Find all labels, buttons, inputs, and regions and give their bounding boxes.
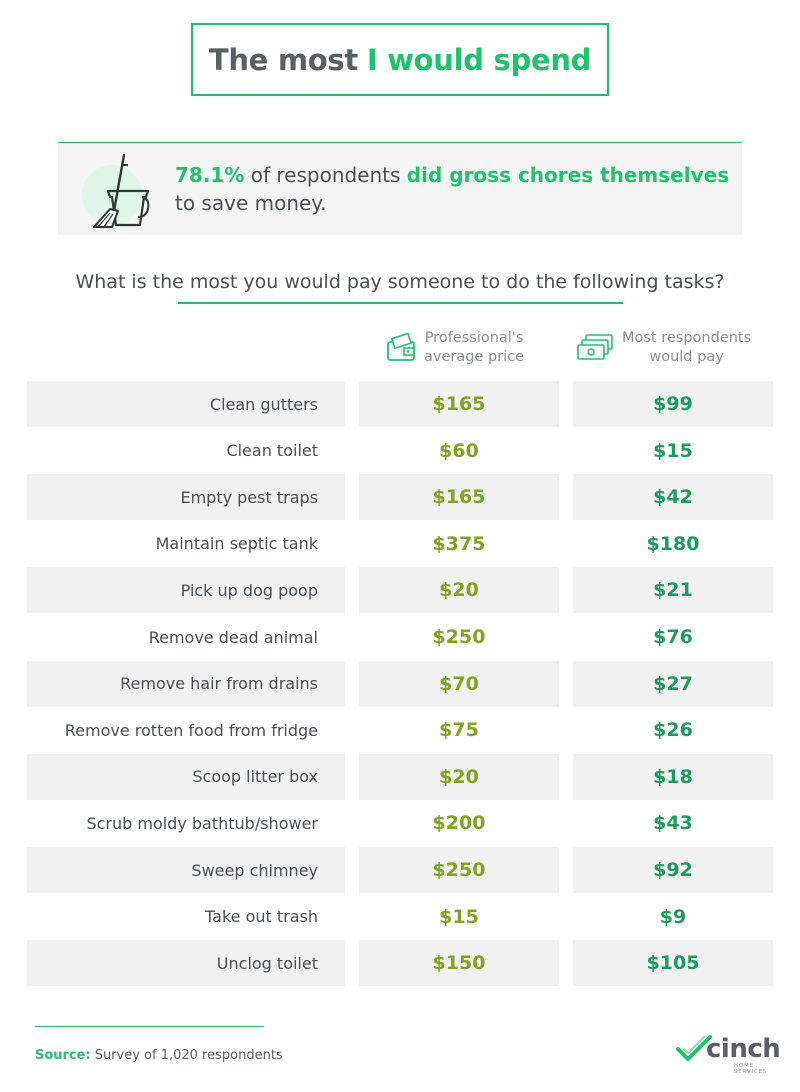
stat-text: 78.1% of respondents did gross chores th…	[175, 161, 735, 217]
professional-price: $375	[432, 532, 486, 555]
professional-header-line-2: average price	[424, 349, 525, 365]
respondent-price: $27	[573, 660, 773, 707]
table-row: Remove rotten food from fridge $75 $26	[0, 707, 800, 753]
respondent-price: $180	[646, 532, 700, 555]
task-label: Sweep chimney	[27, 847, 345, 893]
table-row: Remove dead animal $250 $76	[0, 614, 800, 660]
respondent-price: $42	[573, 474, 773, 521]
source-divider	[35, 1026, 264, 1027]
checkmark-logo-icon	[676, 1035, 712, 1061]
professional-price: $200	[432, 812, 486, 835]
task-label: Remove hair from drains	[27, 660, 345, 707]
task-label: Clean toilet	[226, 441, 318, 461]
cash-stack-icon	[577, 334, 613, 360]
professional-price: $150	[359, 940, 559, 987]
task-label: Clean gutters	[27, 381, 345, 427]
respondent-price: $9	[659, 905, 687, 928]
respondent-price: $43	[653, 812, 693, 835]
professional-price: $20	[359, 567, 559, 614]
task-label: Maintain septic tank	[155, 534, 318, 554]
table-row: Scoop litter box $20 $18	[0, 753, 800, 800]
task-label: Scrub moldy bathtub/shower	[86, 813, 318, 833]
table-row: Take out trash $15 $9	[0, 894, 800, 940]
respondent-price: $76	[653, 626, 693, 648]
respondents-header-line-2: would pay	[649, 349, 724, 365]
stat-text-1: of respondents	[250, 163, 401, 187]
table-row: Clean gutters $165 $99	[0, 381, 800, 427]
wallet-cash-icon	[387, 333, 415, 361]
title-part-1: The most	[208, 42, 358, 77]
respondent-price: $21	[573, 567, 773, 614]
table-row: Remove hair from drains $70 $27	[0, 660, 800, 707]
professional-price: $20	[359, 753, 559, 800]
professional-price: $70	[359, 660, 559, 707]
professional-price: $165	[359, 381, 559, 427]
stat-callout: 78.1% of respondents did gross chores th…	[58, 142, 742, 235]
title-part-2: I would spend	[366, 42, 592, 77]
professional-price: $60	[439, 439, 479, 462]
task-label: Remove dead animal	[148, 627, 318, 647]
source-text: Survey of 1,020 respondents	[94, 1048, 283, 1063]
respondent-price: $99	[573, 381, 773, 427]
table-row: Maintain septic tank $375 $180	[0, 521, 800, 567]
professional-price: $165	[359, 474, 559, 521]
professional-header-line-1: Professional's	[424, 330, 524, 346]
mop-bucket-icon	[82, 153, 150, 228]
task-label: Unclog toilet	[27, 940, 345, 987]
table-row: Clean toilet $60 $15	[0, 428, 800, 474]
stat-text-2: to save money.	[175, 191, 327, 215]
respondent-price: $15	[653, 439, 693, 462]
professional-price: $15	[439, 905, 479, 928]
table-row: Pick up dog poop $20 $21	[0, 567, 800, 614]
respondent-price: $105	[573, 940, 773, 987]
task-label: Take out trash	[205, 907, 318, 927]
logo-wordmark: cinch	[706, 1034, 781, 1064]
professional-price: $250	[432, 626, 486, 648]
table-row: Empty pest traps $165 $42	[0, 474, 800, 521]
title-box: The most I would spend	[191, 23, 609, 96]
question-underline	[178, 302, 623, 304]
logo-tagline: HOME SERVICES	[734, 1063, 768, 1075]
professional-price: $75	[439, 719, 479, 742]
respondent-price: $92	[573, 847, 773, 893]
stat-percentage: 78.1%	[175, 163, 245, 187]
cinch-logo: cinch HOME SERVICES	[676, 1032, 782, 1075]
table-row: Scrub moldy bathtub/shower $200 $43	[0, 800, 800, 846]
column-header-professional: Professional's average price	[386, 326, 546, 370]
table-row: Sweep chimney $250 $92	[0, 847, 800, 893]
question: What is the most you would pay someone t…	[75, 271, 725, 293]
respondent-price: $26	[653, 719, 693, 742]
task-label: Remove rotten food from fridge	[64, 720, 318, 740]
stat-highlight: did gross chores themselves	[406, 163, 730, 187]
professional-price: $250	[359, 847, 559, 893]
task-label: Pick up dog poop	[27, 567, 345, 614]
column-header-respondents: Most respondents would pay	[576, 326, 766, 370]
source-note: Source: Survey of 1,020 respondents	[35, 1048, 283, 1063]
task-label: Empty pest traps	[27, 474, 345, 521]
table-row: Unclog toilet $150 $105	[0, 940, 800, 987]
respondent-price: $18	[573, 753, 773, 800]
task-label: Scoop litter box	[27, 753, 345, 800]
respondents-header-line-1: Most respondents	[622, 330, 752, 346]
source-label: Source:	[35, 1048, 91, 1063]
